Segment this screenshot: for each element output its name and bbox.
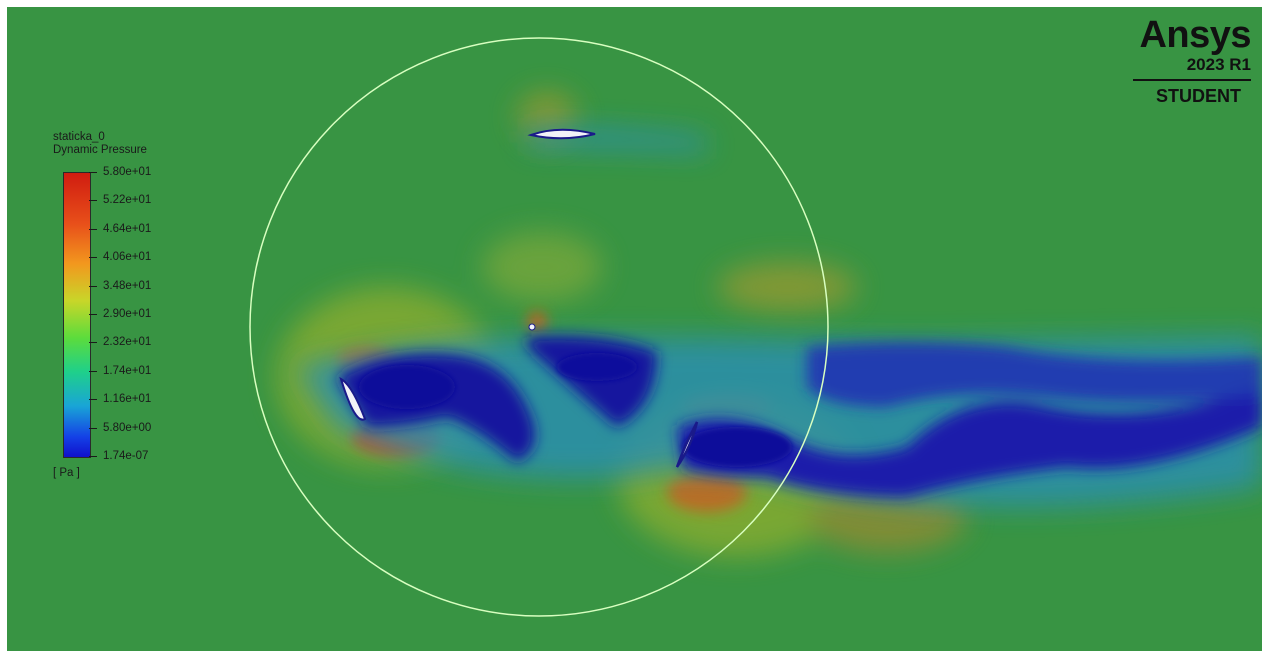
legend-tick-label: 1.74e-07 — [103, 450, 149, 462]
rotor-domain-circle — [249, 37, 829, 617]
legend-tick-mark — [89, 200, 97, 202]
legend-tick-mark — [89, 427, 97, 429]
legend-tick-mark — [89, 399, 97, 401]
legend-tick-label: 1.16e+01 — [103, 393, 152, 406]
legend-color-bar — [63, 172, 91, 458]
deep-wake-cores — [359, 353, 792, 467]
legend-tick-label: 5.80e+01 — [103, 166, 152, 178]
legend-variable-name: Dynamic Pressure — [53, 144, 147, 156]
legend-tick-label: 1.74e+01 — [103, 364, 152, 377]
cfd-viewport[interactable]: staticka_0 Dynamic Pressure 5.80e+01 5.22… — [7, 7, 1262, 651]
legend-tick-mark — [89, 370, 97, 372]
color-legend: staticka_0 Dynamic Pressure 5.80e+01 5.22… — [53, 131, 223, 491]
ansys-logo: Ansys 2023 R1 STUDENT — [1127, 13, 1257, 113]
blade-top — [527, 128, 596, 140]
legend-tick-label: 2.90e+01 — [103, 308, 152, 320]
legend-tick-mark — [89, 228, 97, 230]
legend-tick-label: 5.22e+01 — [103, 194, 152, 207]
brand-version: 2023 R1 — [1186, 55, 1251, 74]
legend-tick-mark — [89, 314, 97, 315]
blade-left — [339, 376, 367, 421]
rotor-hub — [528, 323, 536, 331]
legend-tick-label: 4.06e+01 — [103, 251, 152, 264]
brand-edition: STUDENT — [1156, 86, 1241, 106]
legend-units: [ Pa ] — [53, 467, 80, 479]
legend-tick-label: 3.48e+01 — [103, 279, 152, 292]
flow-field-background — [7, 7, 1262, 651]
legend-tick-label: 2.32e+01 — [103, 336, 152, 349]
legend-tick-mark — [89, 342, 97, 344]
legend-tick-label: 5.80e+00 — [103, 421, 152, 434]
dynamic-pressure-contour-plot[interactable] — [7, 7, 1262, 651]
legend-tick-mark — [89, 257, 97, 259]
legend-case-name: staticka_0 — [53, 131, 105, 143]
brand-divider — [1133, 79, 1251, 81]
blade-right — [675, 421, 699, 468]
brand-name: Ansys — [1139, 14, 1251, 56]
legend-tick-mark — [89, 172, 97, 173]
legend-tick-mark — [89, 285, 97, 287]
legend-tick-label: 4.64e+01 — [103, 222, 152, 235]
legend-tick-mark — [89, 456, 97, 457]
